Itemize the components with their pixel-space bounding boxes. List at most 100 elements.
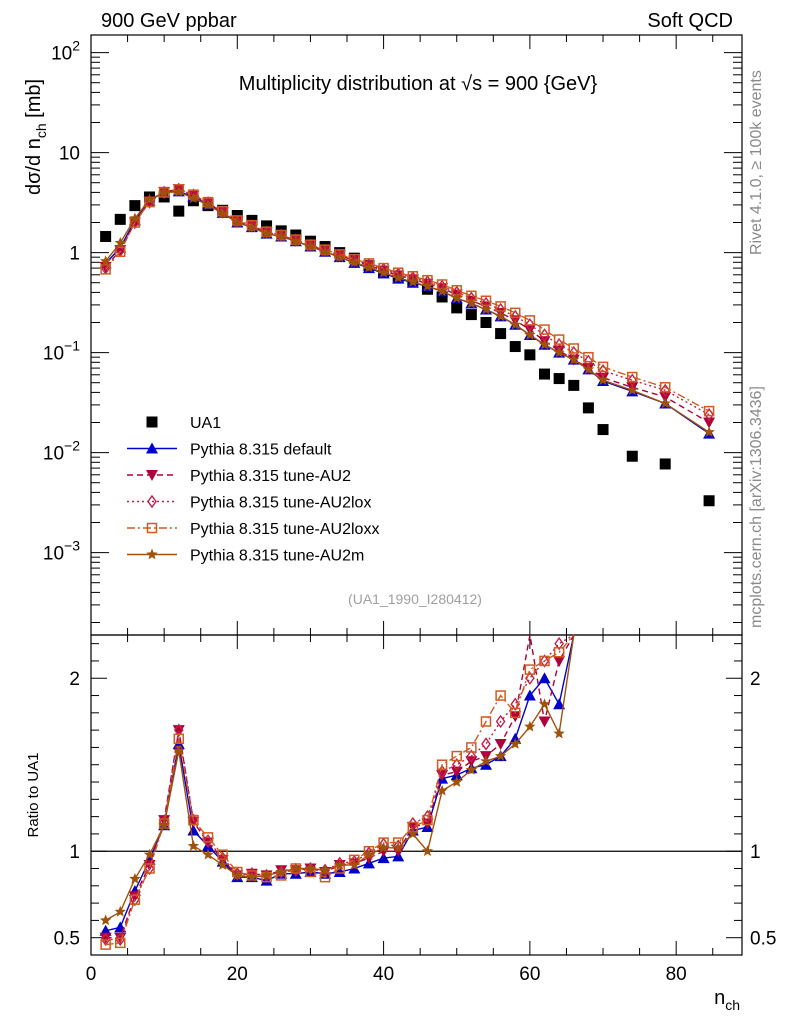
data-point [143, 193, 156, 205]
data-point [100, 230, 112, 242]
data-point [334, 251, 346, 262]
ratio-series-group [99, 634, 575, 950]
data-point [319, 245, 331, 257]
series-pythia-8-315-tune-au2m [99, 634, 575, 926]
data-point [553, 655, 566, 667]
data-point [626, 384, 638, 396]
data-point [553, 373, 565, 385]
x-tick-label: 0 [86, 964, 97, 985]
ylabel-main: dσ/d n [23, 138, 45, 195]
x-tick-label: 80 [666, 964, 687, 985]
data-point [158, 186, 170, 198]
data-point [553, 698, 566, 710]
data-point [538, 672, 551, 684]
main-y-tick-label: 10−2 [43, 438, 80, 465]
main-panel-frame [90, 34, 743, 636]
data-point [509, 318, 521, 330]
data-point [436, 759, 448, 770]
data-point [187, 824, 200, 836]
data-point [524, 329, 536, 340]
legend-item: Pythia 8.315 tune-AU2lox [127, 495, 371, 512]
legend-item: Pythia 8.315 default [127, 442, 332, 459]
tick-exponent: −2 [64, 438, 80, 454]
data-point [703, 426, 715, 438]
data-point [173, 205, 185, 217]
data-point [421, 280, 434, 292]
data-point [568, 353, 580, 365]
data-point [407, 827, 419, 839]
series-line [105, 634, 575, 922]
data-point [129, 872, 141, 884]
data-point [465, 297, 478, 309]
legend-item: Pythia 8.315 tune-AU2loxx [127, 521, 379, 538]
data-point [436, 291, 448, 303]
ratio-panel-frame [90, 634, 743, 956]
series-line [105, 191, 710, 433]
data-point [554, 636, 565, 651]
main-chart-title: Multiplicity distribution at √s = 900 {G… [239, 73, 598, 95]
data-point [597, 374, 609, 385]
data-point [509, 738, 521, 749]
data-point [333, 865, 346, 877]
tick-base: 10 [43, 444, 64, 465]
legend-label: Pythia 8.315 default [190, 442, 332, 459]
data-point [231, 869, 243, 881]
data-point [450, 766, 463, 778]
data-point [509, 307, 521, 319]
mcplots-citation-label: mcplots.cern.ch [arXiv:1306.3436] [748, 386, 765, 628]
series-pythia-8-315-tune-au2m [99, 185, 715, 438]
series-line [105, 634, 575, 939]
xlabel-subscript: ch [725, 997, 740, 1013]
ratio-axis-ticks: 0.5 0.51 12 20 20 40 60 80 [54, 635, 776, 985]
data-point [217, 205, 228, 219]
data-point [627, 371, 638, 383]
data-point [129, 894, 141, 905]
data-point [99, 255, 112, 267]
series-line [105, 188, 710, 424]
x-tick-label: 20 [227, 964, 248, 985]
legend-marker [147, 494, 157, 509]
legend-marker [146, 442, 158, 454]
data-point [173, 723, 184, 737]
data-point [510, 697, 521, 711]
data-point [334, 859, 346, 870]
data-point [539, 324, 550, 335]
data-point [100, 264, 111, 275]
data-point [393, 839, 404, 853]
legend-item: UA1 [146, 415, 221, 432]
x-tick-label: 40 [373, 964, 394, 985]
data-point [203, 834, 213, 848]
main-y-tick-label: 10−3 [43, 538, 80, 565]
main-y-tick-label: 1 [69, 244, 80, 265]
header-right-title: Soft QCD [647, 10, 733, 32]
tick-exponent: 2 [72, 38, 80, 54]
data-point [539, 368, 551, 380]
data-point [495, 328, 507, 340]
data-point [703, 405, 715, 417]
data-point [553, 334, 565, 345]
data-point [187, 840, 200, 851]
data-point [217, 849, 228, 860]
data-point [509, 707, 521, 719]
data-point [290, 233, 301, 247]
series-line [105, 188, 710, 416]
data-point [129, 200, 141, 212]
analysis-watermark: (UA1_1990_I280412) [348, 591, 482, 607]
data-point [143, 848, 156, 860]
data-point [304, 862, 317, 874]
data-point [276, 228, 287, 243]
data-point [597, 361, 609, 373]
data-point [481, 737, 491, 751]
data-point [115, 937, 126, 949]
data-point [232, 867, 243, 881]
ylabel-unit: [mb] [23, 79, 45, 123]
legend-marker [146, 522, 158, 534]
ratio-y-tick-label: 2 [69, 669, 80, 690]
data-point [275, 866, 287, 877]
data-point [114, 213, 126, 225]
series-ua1 [100, 191, 715, 507]
data-point [480, 317, 492, 329]
data-point [246, 871, 258, 882]
data-point [480, 755, 492, 767]
data-point [364, 846, 374, 860]
